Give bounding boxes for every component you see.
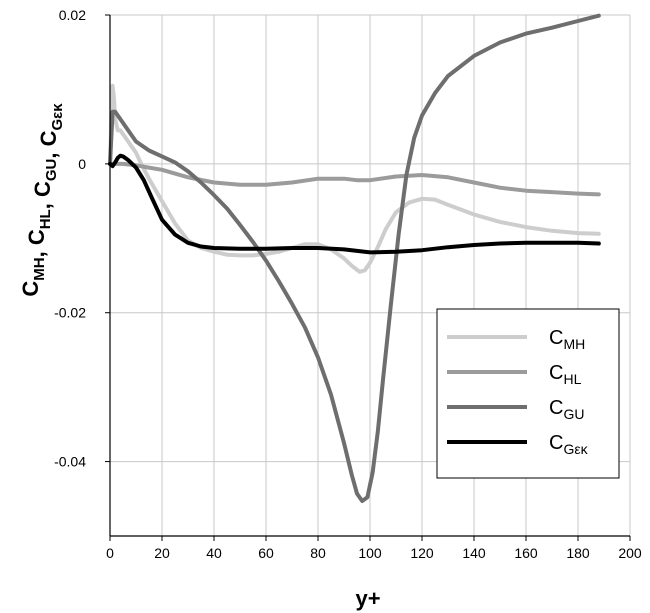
y-axis-title-subscript: HL [37, 209, 54, 229]
legend-label: CMH [549, 327, 585, 352]
y-tick-label: 0.02 [59, 7, 86, 23]
x-tick-label: 60 [258, 545, 274, 561]
y-axis-title: CMH, CHL, CGU, CGεκ [18, 103, 66, 297]
series-line-mh [108, 83, 601, 274]
series-line-gu [108, 13, 601, 503]
y-axis-title-part: C [18, 281, 43, 297]
x-tick-label: 120 [410, 545, 434, 561]
series-line-hl [108, 161, 601, 197]
legend-label: CGU [549, 397, 584, 422]
x-axis-title: y+ [355, 586, 380, 611]
legend-label: CHL [549, 362, 582, 387]
y-axis-title-subscript: Gεκ [49, 103, 66, 131]
legend: CMH CHL CGU CGεκ [436, 308, 620, 479]
y-tick-label: -0.04 [54, 454, 86, 470]
x-tick-label: 0 [106, 545, 114, 561]
y-axis-title-subscript: MH [31, 257, 48, 280]
series-layer [108, 13, 601, 503]
x-tick-label: 200 [618, 545, 642, 561]
x-tick-label: 180 [566, 545, 590, 561]
y-axis-title-part: , C [24, 229, 49, 257]
legend-box [436, 308, 620, 479]
y-tick-label: 0 [78, 156, 86, 172]
y-axis-title-part: , C [30, 181, 55, 209]
y-tick-label: -0.02 [54, 305, 86, 321]
x-tick-label: 140 [462, 545, 486, 561]
y-axis-title-subscript: GU [43, 159, 60, 182]
x-tick-label: 20 [154, 545, 170, 561]
series-line-gεκ [108, 153, 601, 255]
x-tick-label: 40 [206, 545, 222, 561]
legend-label: CGεκ [549, 432, 589, 457]
x-tick-label: 160 [514, 545, 538, 561]
x-tick-label: 80 [310, 545, 326, 561]
axis-ticks: 0 20 40 60 80 100 120 140 160 180 200 0.02 0 -0.02 -0.… [54, 7, 642, 561]
x-tick-label: 100 [358, 545, 382, 561]
y-axis-title-part: , C [36, 130, 61, 158]
